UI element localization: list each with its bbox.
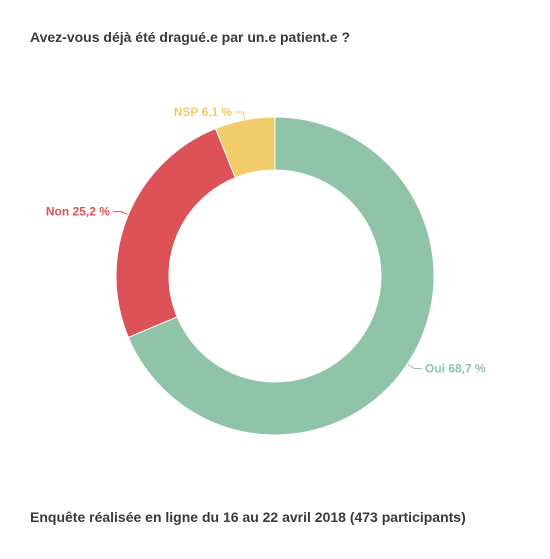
chart-footer: Enquête réalisée en ligne du 16 au 22 av… (30, 509, 466, 525)
slice-label-oui: Oui 68,7 % (425, 362, 486, 376)
chart-title: Avez-vous déjà été dragué.e par un.e pat… (30, 29, 351, 45)
slice-oui (127, 116, 435, 436)
slice-nsp (214, 116, 276, 179)
slice-non (115, 127, 237, 338)
slice-label-non: Non 25,2 % (46, 205, 110, 219)
label-leader-lines (112, 111, 423, 370)
leader-line-non (112, 211, 128, 215)
slice-label-nsp: NSP 6,1 % (174, 105, 233, 119)
leader-line-nsp (235, 111, 246, 120)
donut-slices (115, 116, 435, 436)
slice-labels: Oui 68,7 % Non 25,2 % NSP 6,1 % (46, 105, 486, 376)
leader-line-oui (407, 364, 423, 370)
